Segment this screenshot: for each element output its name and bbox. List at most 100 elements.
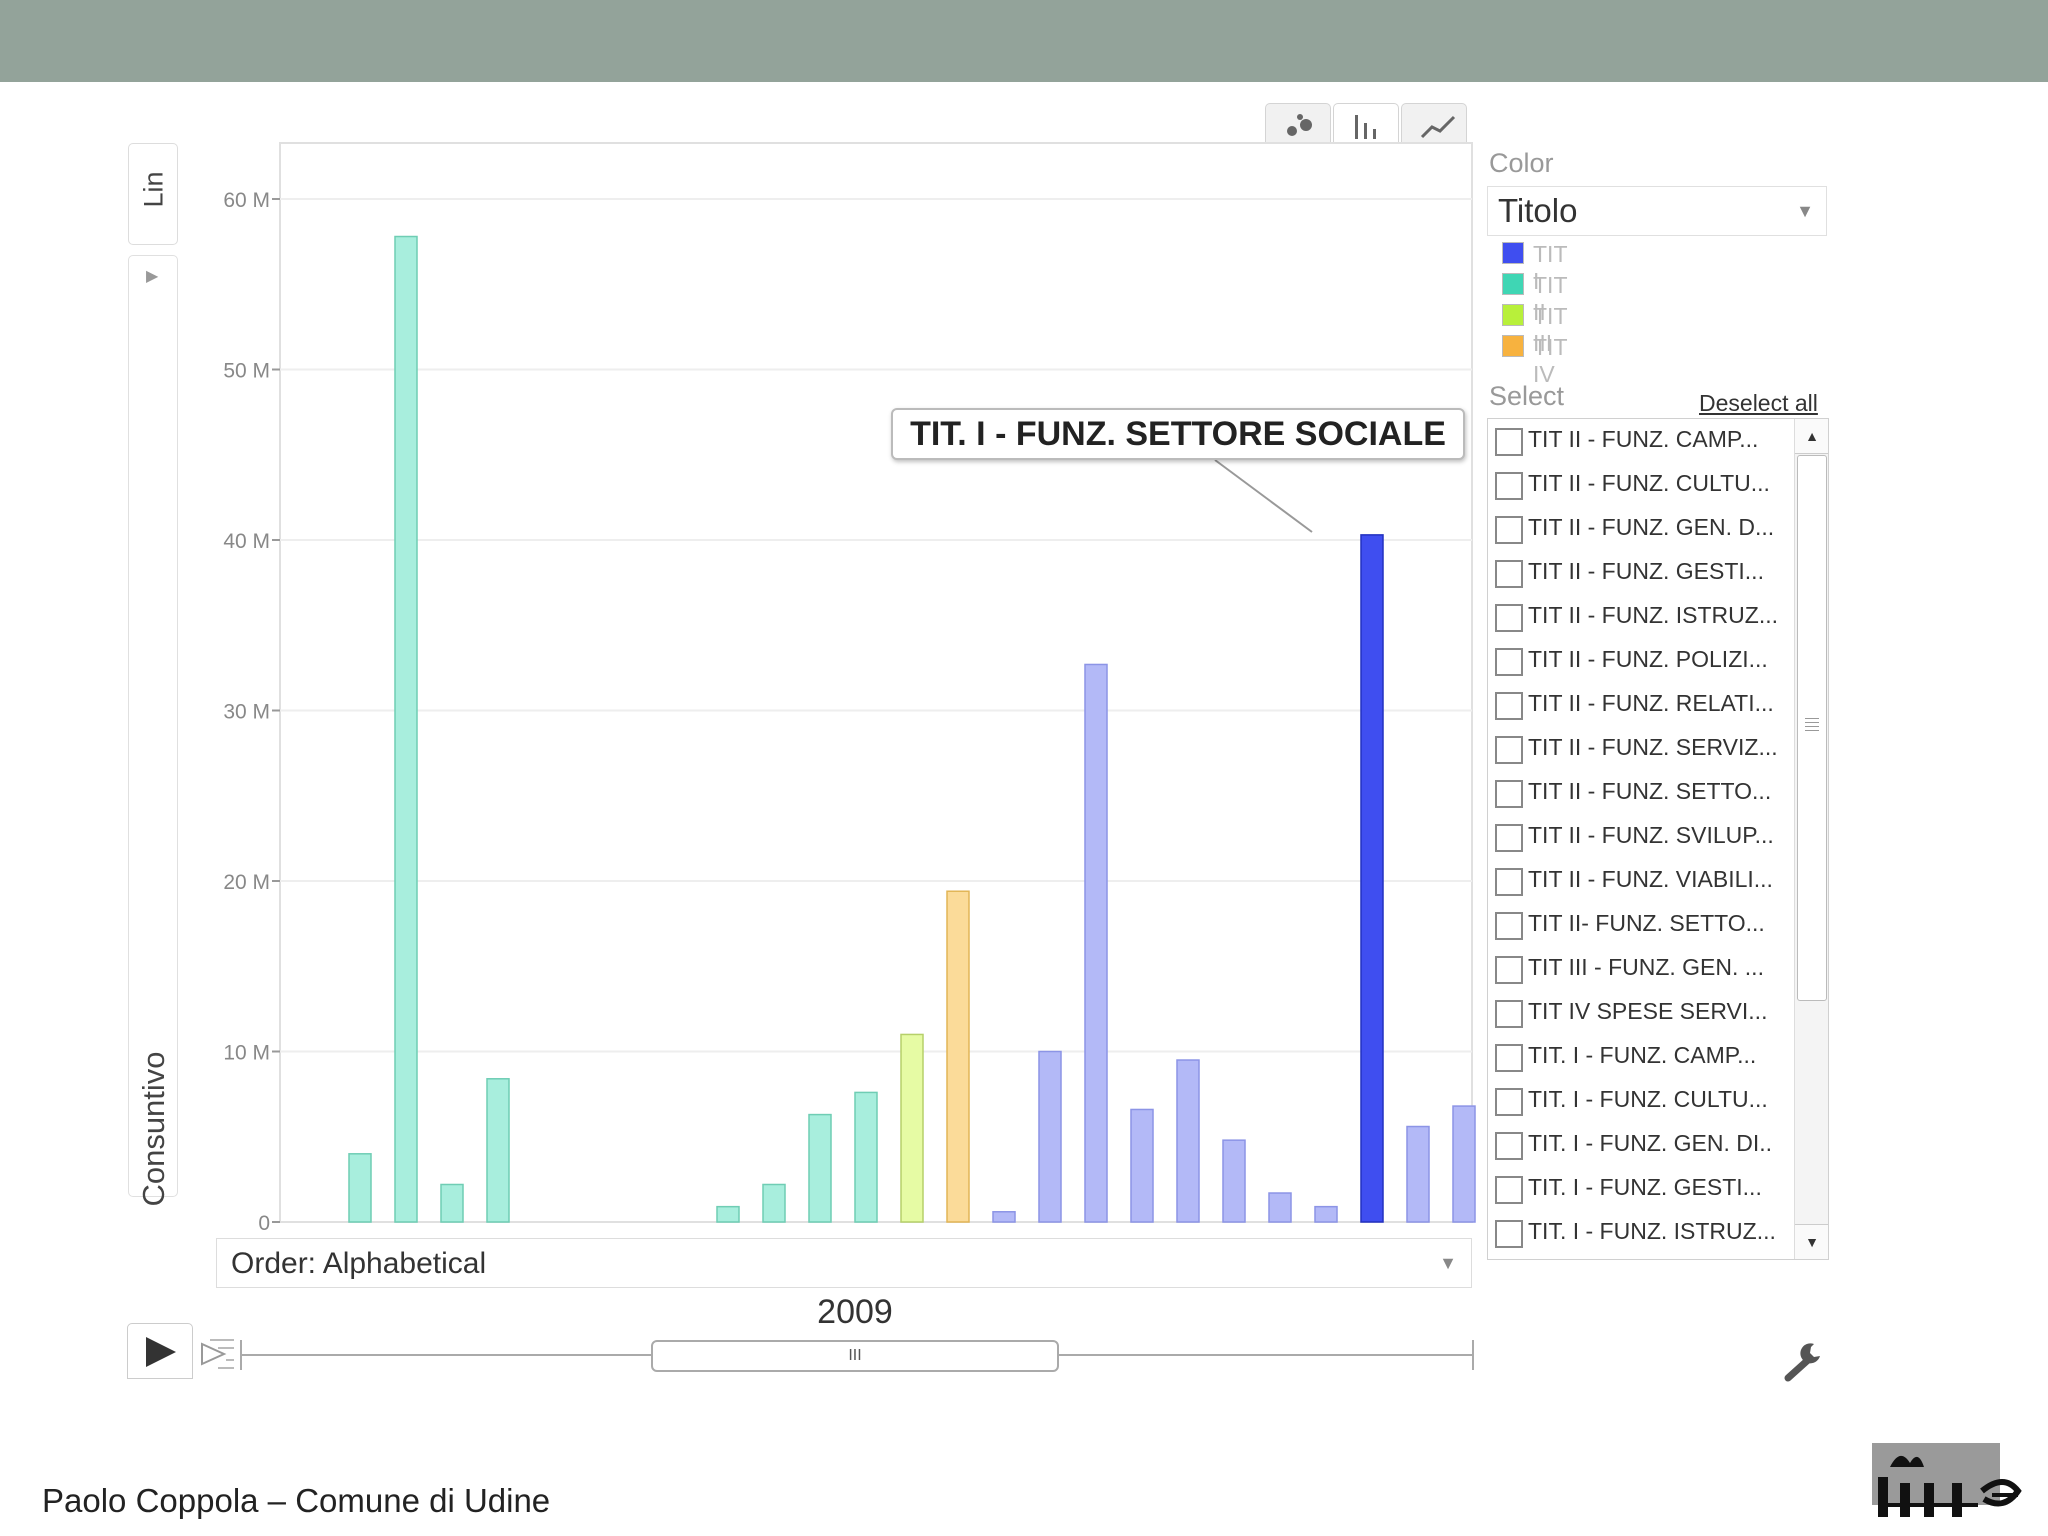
bubble-chart-tab[interactable] (1265, 103, 1331, 145)
play-button[interactable] (127, 1323, 193, 1379)
bar[interactable] (854, 1091, 878, 1223)
checkbox[interactable] (1495, 692, 1523, 720)
bar[interactable] (900, 1033, 924, 1223)
select-list-item[interactable]: TIT II - FUNZ. VIABILI... (1488, 859, 1794, 903)
checkbox[interactable] (1495, 1044, 1523, 1072)
bar[interactable] (762, 1183, 786, 1223)
bar[interactable] (1176, 1059, 1200, 1223)
bar[interactable] (440, 1183, 464, 1223)
color-dropdown[interactable]: Titolo ▼ (1487, 186, 1827, 236)
select-list-item[interactable]: TIT II - FUNZ. CULTU... (1488, 463, 1794, 507)
scroll-up-icon[interactable]: ▲ (1795, 419, 1828, 454)
checkbox[interactable] (1495, 868, 1523, 896)
select-item-label: TIT II - FUNZ. ISTRUZ... (1528, 602, 1779, 628)
time-slider-thumb[interactable]: III (651, 1340, 1059, 1372)
select-list-item[interactable]: TIT II - FUNZ. RELATI... (1488, 683, 1794, 727)
select-list-item[interactable]: TIT. I - FUNZ. ISTRUZ... (1488, 1211, 1794, 1255)
chevron-down-icon: ▼ (1796, 201, 1814, 221)
select-item-label: TIT II - FUNZ. SVILUP... (1528, 822, 1774, 848)
slide-header-bar (0, 0, 2048, 82)
order-selector[interactable]: Order: Alphabetical ▼ (216, 1238, 1472, 1288)
select-list-item[interactable]: TIT. I - FUNZ. GEN. DI.. (1488, 1123, 1794, 1167)
select-list-item[interactable]: TIT II - FUNZ. CAMP... (1488, 419, 1794, 463)
slider-end-tick (1472, 1340, 1474, 1370)
checkbox[interactable] (1495, 1220, 1523, 1248)
checkbox[interactable] (1495, 648, 1523, 676)
select-item-label: TIT II - FUNZ. CAMP... (1528, 426, 1759, 452)
trails-toggle[interactable] (196, 1330, 238, 1378)
select-list-item[interactable]: TIT II- FUNZ. SETTO... (1488, 903, 1794, 947)
select-list-item[interactable]: TIT II - FUNZ. GEN. D... (1488, 507, 1794, 551)
bar[interactable] (716, 1205, 740, 1223)
legend-label: TIT IV (1533, 334, 1568, 387)
bar[interactable] (946, 890, 970, 1223)
checkbox[interactable] (1495, 472, 1523, 500)
bar-chart-tab[interactable] (1333, 103, 1399, 145)
bar[interactable] (486, 1078, 510, 1223)
checkbox[interactable] (1495, 912, 1523, 940)
legend-label: TIT II (1533, 272, 1568, 325)
checkbox[interactable] (1495, 956, 1523, 984)
footer-author: Paolo Coppola – Comune di Udine (42, 1482, 551, 1519)
select-item-label: TIT. I - FUNZ. CAMP... (1528, 1042, 1757, 1068)
select-list-item[interactable]: TIT II - FUNZ. ISTRUZ... (1488, 595, 1794, 639)
bar[interactable] (1268, 1192, 1292, 1223)
line-chart-tab[interactable] (1401, 103, 1467, 145)
checkbox[interactable] (1495, 824, 1523, 852)
checkbox[interactable] (1495, 516, 1523, 544)
select-list-item[interactable]: TIT IV SPESE SERVI... (1488, 991, 1794, 1035)
legend-swatch (1502, 242, 1524, 264)
select-list-item[interactable]: TIT II - FUNZ. SERVIZ... (1488, 727, 1794, 771)
play-arrow-icon: ▶ (146, 268, 159, 285)
y-scale-selector[interactable]: Lin (128, 143, 178, 245)
select-list-item[interactable]: TIT II - FUNZ. SETTO... (1488, 771, 1794, 815)
bar[interactable] (1038, 1050, 1062, 1223)
select-item-label: TIT II - FUNZ. SETTO... (1528, 778, 1772, 804)
bar[interactable] (1406, 1125, 1430, 1223)
select-item-label: TIT. I - FUNZ. GESTI... (1528, 1174, 1762, 1200)
select-item-label: TIT II - FUNZ. CULTU... (1528, 470, 1770, 496)
select-list-item[interactable]: TIT II - FUNZ. POLIZI... (1488, 639, 1794, 683)
select-list-item[interactable]: TIT II - FUNZ. SVILUP... (1488, 815, 1794, 859)
bar[interactable] (1360, 534, 1384, 1223)
scroll-down-icon[interactable]: ▼ (1795, 1224, 1828, 1259)
deselect-all-link[interactable]: Deselect all (1699, 390, 1818, 416)
checkbox[interactable] (1495, 1176, 1523, 1204)
settings-wrench-button[interactable] (1778, 1338, 1828, 1384)
select-list-item[interactable]: TIT III - FUNZ. GEN. ... (1488, 947, 1794, 991)
checkbox[interactable] (1495, 428, 1523, 456)
bar[interactable] (1130, 1108, 1154, 1223)
list-scrollbar[interactable]: ▲ ▼ (1794, 419, 1828, 1259)
checkbox[interactable] (1495, 736, 1523, 764)
y-tick-label: 10 M (223, 1042, 270, 1065)
scroll-thumb[interactable] (1797, 455, 1827, 1001)
select-list-item[interactable]: TIT. I - FUNZ. GESTI... (1488, 1167, 1794, 1211)
checkbox[interactable] (1495, 604, 1523, 632)
bubble-chart-icon (1287, 114, 1312, 136)
select-item-label: TIT III - FUNZ. GEN. ... (1528, 954, 1764, 980)
bar[interactable] (348, 1153, 372, 1223)
checkbox[interactable] (1495, 1000, 1523, 1028)
select-list-item[interactable]: TIT. I - FUNZ. CULTU... (1488, 1079, 1794, 1123)
bar[interactable] (808, 1113, 832, 1223)
bar[interactable] (1314, 1205, 1338, 1223)
select-list-item[interactable]: TIT. I - FUNZ. CAMP... (1488, 1035, 1794, 1079)
checkbox[interactable] (1495, 1132, 1523, 1160)
select-label: Select (1489, 381, 1565, 411)
bar[interactable] (394, 235, 418, 1223)
y-axis-ticks: 0 10 M 20 M 30 M 40 M 50 M 60 M (223, 189, 280, 1235)
checkbox[interactable] (1495, 780, 1523, 808)
bar[interactable] (1084, 663, 1108, 1223)
checkbox[interactable] (1495, 1088, 1523, 1116)
bars-group (348, 235, 1522, 1223)
bar[interactable] (1452, 1105, 1476, 1223)
checkbox[interactable] (1495, 560, 1523, 588)
bar[interactable] (992, 1211, 1016, 1223)
y-tick-label: 60 M (223, 189, 270, 212)
bar[interactable] (1222, 1139, 1246, 1223)
legend-swatch (1502, 273, 1524, 295)
select-list-item[interactable]: TIT II - FUNZ. GESTI... (1488, 551, 1794, 595)
y-metric-selector[interactable]: ▶ Consuntivo (128, 255, 178, 1207)
order-label: Order: Alphabetical (231, 1247, 487, 1280)
scroll-grip-icon (1805, 718, 1819, 734)
